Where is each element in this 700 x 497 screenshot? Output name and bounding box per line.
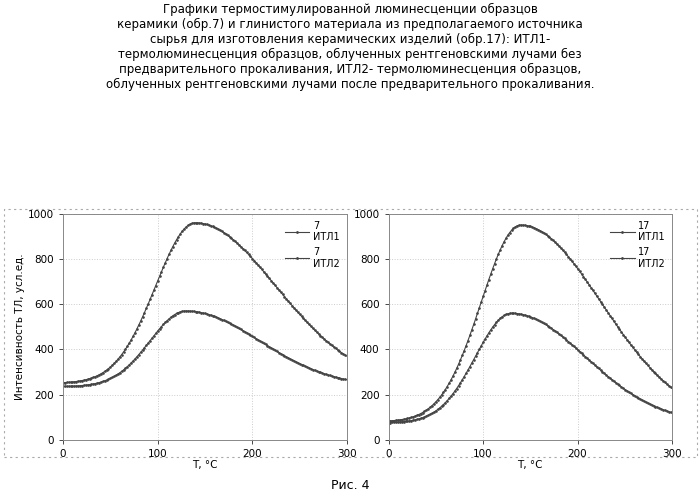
- Text: Рис. 4: Рис. 4: [330, 479, 370, 492]
- Text: Графики термостимулированной люминесценции образцов
керамики (обр.7) и глинистог: Графики термостимулированной люминесценц…: [106, 2, 594, 91]
- Legend: 7
ИТЛ1, 7
ИТЛ2: 7 ИТЛ1, 7 ИТЛ2: [283, 219, 342, 270]
- X-axis label: Т, °С: Т, °С: [517, 460, 543, 470]
- X-axis label: Т, °С: Т, °С: [192, 460, 218, 470]
- Legend: 17
ИТЛ1, 17
ИТЛ2: 17 ИТЛ1, 17 ИТЛ2: [608, 219, 667, 270]
- Y-axis label: Интенсивность ТЛ, усл.ед.: Интенсивность ТЛ, усл.ед.: [15, 253, 25, 400]
